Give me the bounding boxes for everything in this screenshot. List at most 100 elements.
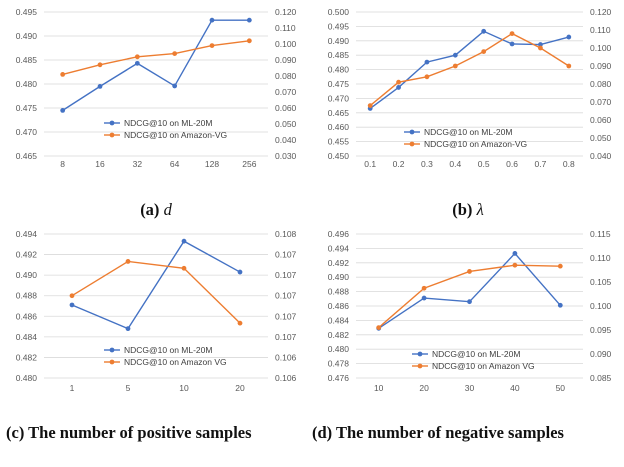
- left-axis-tick-label: 0.492: [328, 258, 350, 268]
- left-axis-tick-label: 0.494: [16, 229, 38, 239]
- right-axis-tick-label: 0.050: [590, 133, 612, 143]
- left-axis-tick-label: 0.484: [16, 332, 38, 342]
- legend-label: NDCG@10 on Amazon-VG: [124, 130, 227, 140]
- legend-swatch-marker: [109, 347, 115, 353]
- right-axis-tick-label: 0.110: [590, 25, 611, 35]
- right-axis-tick-label: 0.070: [590, 97, 612, 107]
- x-axis-tick-label: 20: [235, 383, 245, 393]
- data-point: [69, 302, 75, 308]
- x-axis-tick-label: 64: [170, 159, 180, 169]
- left-axis-tick-label: 0.488: [328, 287, 350, 297]
- left-axis-tick-label: 0.486: [16, 311, 38, 321]
- data-point: [134, 54, 140, 60]
- x-axis-tick-label: 256: [242, 159, 256, 169]
- left-axis-tick-label: 0.476: [328, 373, 350, 383]
- series-line-ml20m: [62, 19, 250, 111]
- data-point: [246, 17, 252, 23]
- data-point: [69, 293, 75, 299]
- right-axis-tick-label: 0.080: [590, 79, 612, 89]
- x-axis-tick-label: 0.2: [393, 159, 405, 169]
- right-axis-tick-label: 0.090: [590, 349, 612, 359]
- left-axis-tick-label: 0.488: [16, 291, 38, 301]
- data-point: [509, 41, 515, 47]
- data-point: [566, 34, 572, 40]
- data-point: [557, 302, 563, 308]
- left-axis-tick-label: 0.482: [328, 330, 350, 340]
- x-axis-tick-label: 128: [205, 159, 219, 169]
- chart-b: 0.500 0.495 0.490 0.485 0.480 0.475 0.470 0.465…: [328, 7, 612, 169]
- legend-label: NDCG@10 on ML-20M: [124, 345, 212, 355]
- legend-label: NDCG@10 on Amazon VG: [432, 361, 535, 371]
- data-point: [60, 108, 66, 113]
- right-axis-tick-label: 0.120: [590, 7, 612, 17]
- right-axis-tick-label: 0.108: [275, 229, 297, 239]
- data-point: [538, 45, 543, 51]
- left-axis-tick-label: 0.495: [16, 7, 38, 17]
- x-axis-tick-label: 16: [95, 159, 105, 169]
- x-axis-tick-label: 32: [133, 159, 143, 169]
- x-axis-tick-label: 10: [179, 383, 189, 393]
- data-point: [509, 31, 515, 36]
- data-point: [421, 295, 427, 301]
- right-axis-tick-label: 0.115: [590, 229, 611, 239]
- x-axis-tick-label: 50: [556, 383, 566, 393]
- left-axis-tick-label: 0.480: [16, 79, 38, 89]
- data-point: [566, 63, 572, 69]
- right-axis-tick-label: 0.040: [275, 135, 297, 145]
- data-point: [97, 84, 103, 89]
- right-axis-tick-label: 0.107: [275, 270, 297, 280]
- x-axis-tick-label: 0.5: [478, 159, 490, 169]
- left-axis-tick-label: 0.480: [16, 373, 38, 383]
- right-axis-tick-label: 0.060: [590, 115, 612, 125]
- right-axis-tick-label: 0.050: [275, 119, 297, 129]
- data-point: [60, 72, 66, 77]
- data-point: [181, 265, 187, 271]
- left-axis-tick-label: 0.490: [16, 31, 38, 41]
- left-axis-tick-label: 0.485: [16, 55, 38, 65]
- legend-swatch-marker: [417, 351, 423, 357]
- data-point: [557, 263, 563, 269]
- legend-swatch-marker: [109, 359, 115, 365]
- legend: NDCG@10 on ML-20M NDCG@10 on Amazon-VG: [104, 118, 227, 140]
- chart-c: 0.494 0.492 0.490 0.488 0.486 0.484 0.482 0.480…: [16, 229, 297, 393]
- left-axis-tick-label: 0.480: [328, 65, 350, 75]
- legend-swatch-marker: [417, 363, 423, 369]
- data-point: [237, 269, 243, 275]
- x-axis-tick-label: 5: [126, 383, 131, 393]
- right-axis-tick-label: 0.107: [275, 332, 297, 342]
- data-point: [452, 63, 458, 69]
- right-axis-tick-label: 0.107: [275, 311, 297, 321]
- x-axis-tick-label: 20: [419, 383, 429, 393]
- left-axis-tick-label: 0.450: [328, 151, 350, 161]
- legend-label: NDCG@10 on ML-20M: [432, 349, 520, 359]
- x-axis-tick-label: 1: [70, 383, 75, 393]
- data-point: [181, 238, 187, 244]
- left-axis-tick-label: 0.475: [328, 79, 350, 89]
- legend-swatch-marker: [409, 129, 415, 135]
- right-axis-tick-label: 0.106: [275, 352, 297, 362]
- legend-label: NDCG@10 on ML-20M: [424, 127, 512, 137]
- data-point: [134, 60, 140, 66]
- data-point: [172, 51, 178, 56]
- data-point: [209, 43, 215, 48]
- x-axis-tick-label: 0.6: [506, 159, 518, 169]
- legend-label: NDCG@10 on Amazon-VG: [424, 139, 527, 149]
- x-axis-tick-label: 0.1: [364, 159, 376, 169]
- x-axis-tick-label: 0.3: [421, 159, 433, 169]
- right-axis-tick-label: 0.106: [275, 373, 297, 383]
- right-axis-tick-label: 0.100: [590, 301, 612, 311]
- data-point: [424, 74, 430, 80]
- left-axis-tick-label: 0.496: [328, 229, 350, 239]
- data-point: [125, 326, 131, 332]
- right-axis-tick-label: 0.080: [275, 71, 297, 81]
- legend-label: NDCG@10 on ML-20M: [124, 118, 212, 128]
- data-point: [452, 52, 458, 58]
- legend: NDCG@10 on ML-20M NDCG@10 on Amazon VG: [104, 345, 227, 367]
- left-axis-tick-label: 0.495: [328, 21, 350, 31]
- x-axis-tick-label: 0.4: [449, 159, 461, 169]
- left-axis-tick-label: 0.492: [16, 250, 38, 260]
- series-line-amazon: [369, 32, 570, 107]
- series-line-ml20m: [378, 252, 561, 329]
- x-axis-tick-label: 30: [465, 383, 475, 393]
- right-axis-tick-label: 0.100: [275, 39, 297, 49]
